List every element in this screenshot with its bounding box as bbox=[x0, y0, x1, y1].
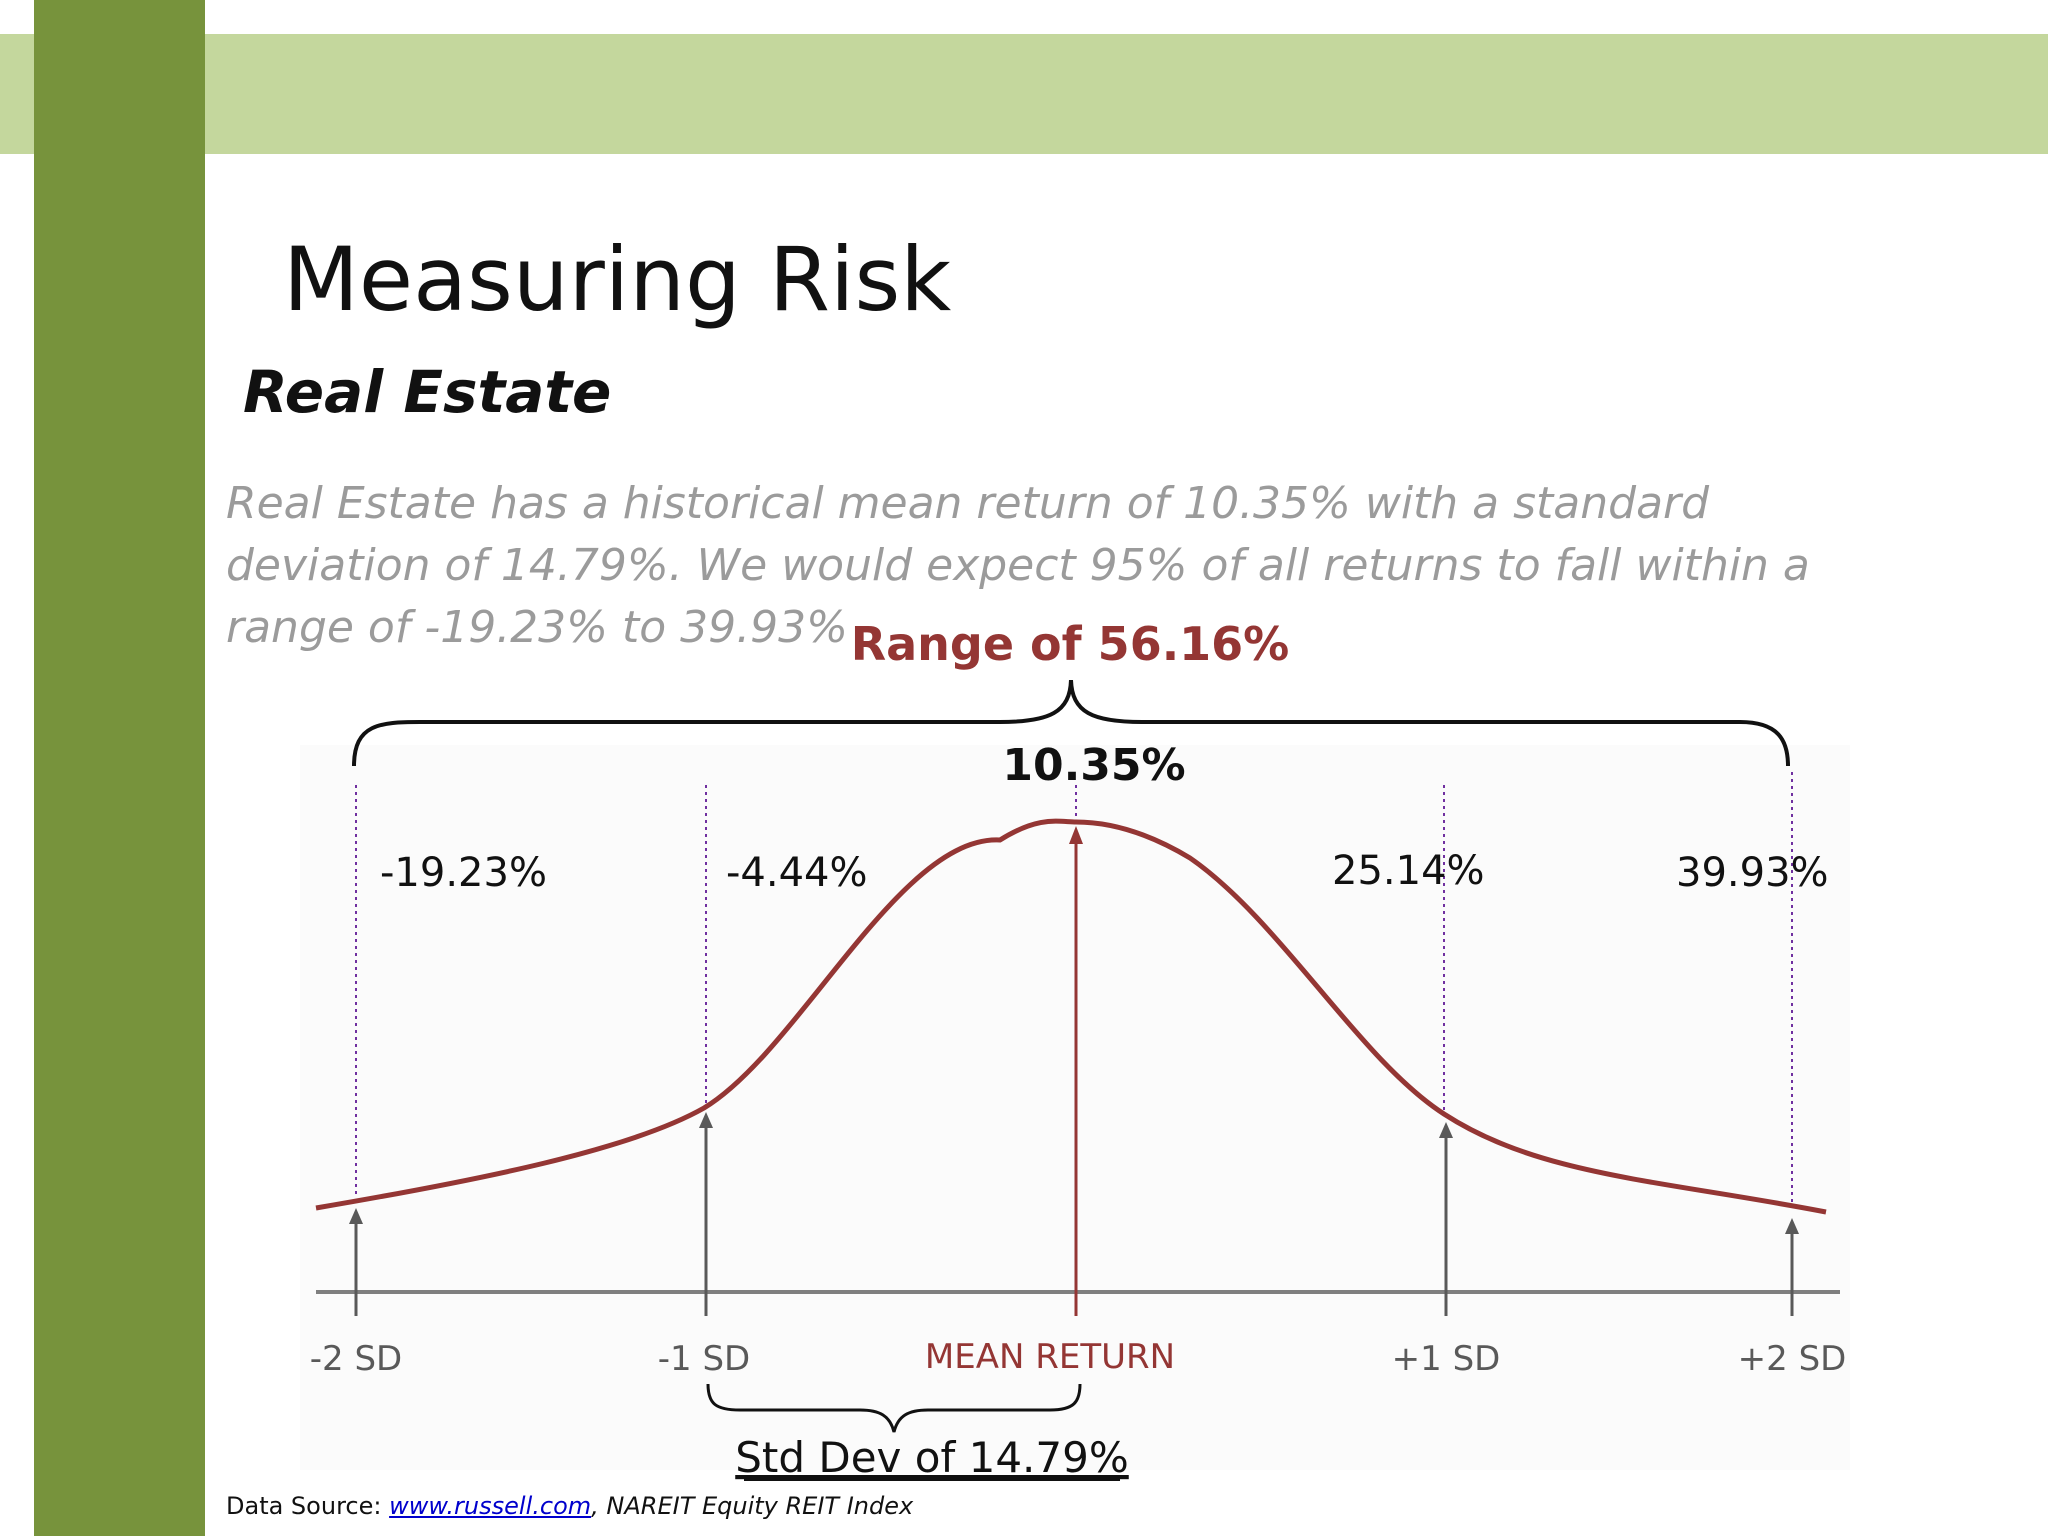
header-band bbox=[0, 34, 2048, 154]
arrow-mean bbox=[1069, 826, 1083, 1316]
bell-curve bbox=[315, 818, 1827, 1215]
std-dev-brace bbox=[706, 1383, 1082, 1433]
arrow-minus1 bbox=[699, 1112, 713, 1316]
axis-label-minus2: -2 SD bbox=[310, 1339, 402, 1379]
range-label: Range of 56.16% bbox=[851, 617, 1290, 671]
value-label-minus2: -19.23% bbox=[380, 850, 547, 896]
arrow-minus2 bbox=[349, 1208, 363, 1316]
axis-label-plus2: +2 SD bbox=[1738, 1339, 1847, 1379]
value-label-minus1: -4.44% bbox=[726, 850, 868, 896]
axis-label-minus1: -1 SD bbox=[658, 1339, 750, 1379]
arrow-plus1 bbox=[1439, 1122, 1453, 1316]
source-link[interactable]: www.russell.com bbox=[389, 1492, 592, 1520]
data-source-note: Data Source: www.russell.com, NAREIT Equ… bbox=[226, 1492, 913, 1520]
axis-label-plus1: +1 SD bbox=[1392, 1339, 1501, 1379]
sd-guide-lines bbox=[355, 772, 1793, 1205]
source-description: , NAREIT Equity REIT Index bbox=[591, 1492, 914, 1520]
range-brace bbox=[352, 679, 1790, 767]
value-label-plus2: 39.93% bbox=[1676, 850, 1829, 896]
slide-title: Measuring Risk bbox=[283, 228, 952, 331]
mean-value-label: 10.35% bbox=[1002, 740, 1185, 791]
source-label: Data Source: bbox=[226, 1492, 390, 1520]
slide-description: Real Estate has a historical mean return… bbox=[226, 478, 1810, 653]
axis-label-mean: MEAN RETURN bbox=[925, 1337, 1175, 1377]
arrow-plus2 bbox=[1785, 1218, 1799, 1316]
slide-subtitle: Real Estate bbox=[243, 358, 612, 426]
value-label-plus1: 25.14% bbox=[1332, 848, 1485, 894]
std-dev-label: Std Dev of 14.79% bbox=[735, 1433, 1129, 1482]
side-bar bbox=[34, 0, 205, 1536]
